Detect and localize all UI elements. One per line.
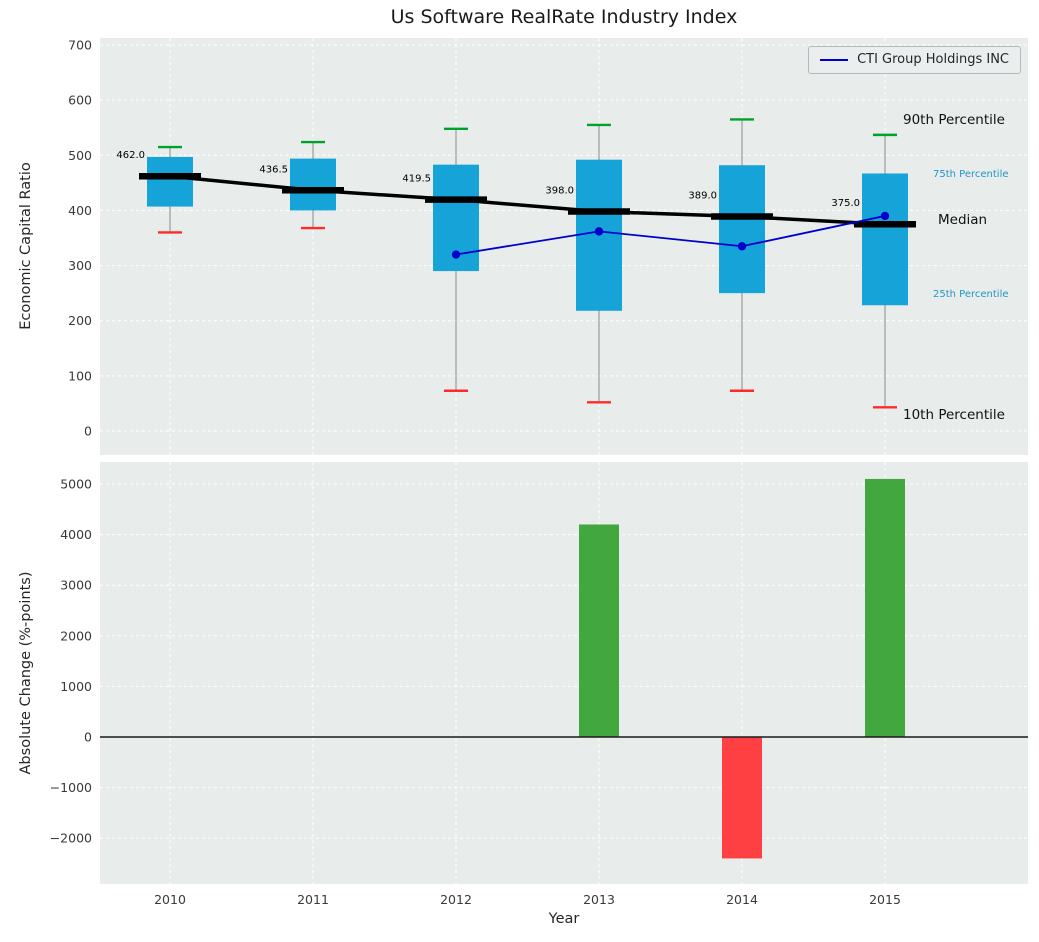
boxplot-2014 <box>719 118 765 392</box>
bottom-y-tick-label: 4000 <box>60 527 92 542</box>
iqr-box <box>862 173 908 306</box>
x-axis-label: Year <box>548 911 580 927</box>
x-tick-label: 2014 <box>726 892 758 907</box>
p25-annotation: 25th Percentile <box>933 289 1009 300</box>
p75-annotation: 75th Percentile <box>933 169 1009 180</box>
change-bar-2013 <box>579 524 619 737</box>
legend: CTI Group Holdings INC <box>808 46 1021 74</box>
boxplot-2015 <box>862 133 908 409</box>
company-point <box>451 250 461 259</box>
bottom-y-tick-label: 2000 <box>60 628 92 643</box>
iqr-box <box>290 158 336 211</box>
median-value-label: 462.0 <box>116 150 145 161</box>
median-value-label: 436.5 <box>259 164 288 175</box>
x-tick-label: 2015 <box>869 892 901 907</box>
bottom-y-tick-label: 5000 <box>60 477 92 492</box>
bottom-y-axis-label: Absolute Change (%-points) <box>18 571 34 775</box>
company-point <box>880 211 890 221</box>
bottom-y-tick-label: 1000 <box>60 679 92 694</box>
p90-annotation: 90th Percentile <box>903 112 1005 128</box>
company-point <box>737 242 747 251</box>
top-y-tick-label: 100 <box>68 368 92 383</box>
change-bar-2015 <box>865 478 905 737</box>
legend-line-sample <box>820 58 849 61</box>
x-tick-label: 2010 <box>154 892 186 907</box>
top-y-tick-label: 700 <box>68 38 92 53</box>
bottom-y-tick-label: −2000 <box>50 831 92 846</box>
top-y-tick-label: 0 <box>84 424 92 439</box>
median-value-label: 398.0 <box>545 186 574 197</box>
median-value-label: 389.0 <box>688 190 717 201</box>
boxplot-2010 <box>147 145 193 234</box>
boxplot-2011 <box>290 140 336 230</box>
legend-label: CTI Group Holdings INC <box>857 52 1009 67</box>
x-tick-label: 2013 <box>583 892 615 907</box>
top-y-tick-label: 200 <box>68 313 92 328</box>
median-annotation: Median <box>938 212 988 228</box>
bottom-y-tick-label: 0 <box>84 730 92 745</box>
median-value-label: 419.5 <box>402 174 431 185</box>
iqr-box <box>719 165 765 294</box>
x-tick-label: 2011 <box>297 892 329 907</box>
chart-title: Us Software RealRate Industry Index <box>390 6 738 28</box>
iqr-box <box>147 156 193 207</box>
x-tick-label: 2012 <box>440 892 472 907</box>
median-value-label: 375.0 <box>831 198 860 209</box>
top-y-axis-label: Economic Capital Ratio <box>18 162 34 330</box>
top-y-tick-label: 400 <box>68 203 92 218</box>
bottom-y-tick-label: 3000 <box>60 578 92 593</box>
change-bar-2014 <box>722 737 762 859</box>
top-y-tick-label: 500 <box>68 148 92 163</box>
company-line <box>455 215 886 256</box>
p10-annotation: 10th Percentile <box>903 407 1005 423</box>
bottom-y-tick-label: −1000 <box>50 780 92 795</box>
company-point <box>594 227 604 236</box>
top-y-tick-label: 300 <box>68 258 92 273</box>
top-y-tick-label: 600 <box>68 93 92 108</box>
